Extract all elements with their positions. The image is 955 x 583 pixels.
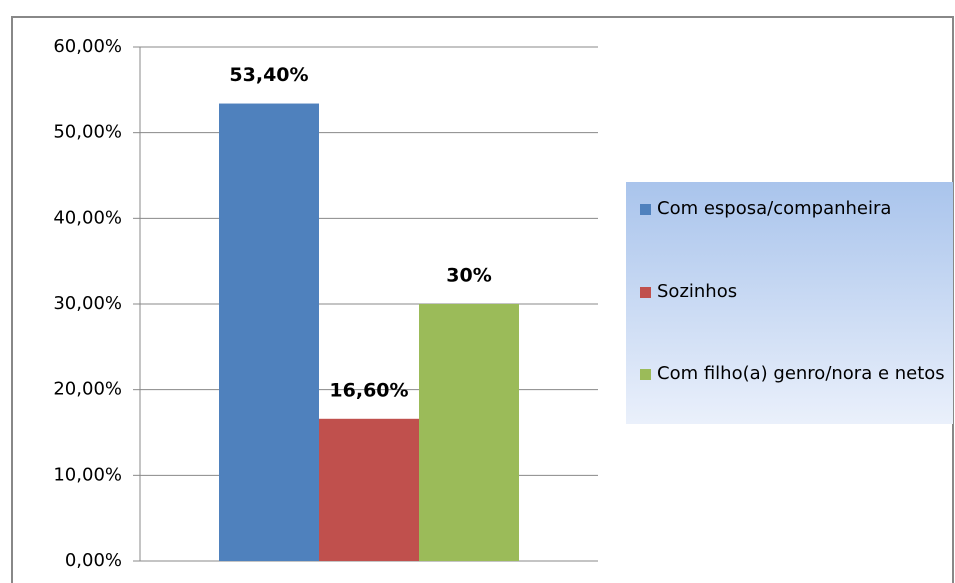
legend-label: Com filho(a) genro/nora e netos	[657, 363, 945, 384]
bar	[319, 418, 419, 561]
legend-entry: Sozinhos	[640, 279, 945, 305]
y-tick-label: 30,00%	[53, 293, 122, 314]
value-label: 16,60%	[329, 379, 408, 401]
y-tick-label: 0,00%	[65, 550, 122, 571]
chart-border	[11, 16, 954, 583]
legend-swatch	[640, 369, 651, 380]
y-tick-label: 40,00%	[53, 207, 122, 228]
value-label: 30%	[446, 265, 491, 287]
bar	[219, 103, 319, 561]
legend-swatch	[640, 287, 651, 298]
legend-entry: Com esposa/companheira	[640, 196, 945, 222]
bar	[419, 304, 519, 561]
value-label: 53,40%	[229, 64, 308, 86]
y-tick-label: 20,00%	[53, 379, 122, 400]
y-tick-label: 10,00%	[53, 464, 122, 485]
y-tick-label: 50,00%	[53, 122, 122, 143]
legend-entry: Com filho(a) genro/nora e netos	[640, 361, 945, 387]
y-tick-label: 60,00%	[53, 36, 122, 57]
legend-label: Sozinhos	[657, 281, 738, 302]
legend-swatch	[640, 204, 651, 215]
legend: Com esposa/companheira Sozinhos Com filho(…	[626, 182, 953, 424]
legend-label: Com esposa/companheira	[657, 198, 892, 219]
